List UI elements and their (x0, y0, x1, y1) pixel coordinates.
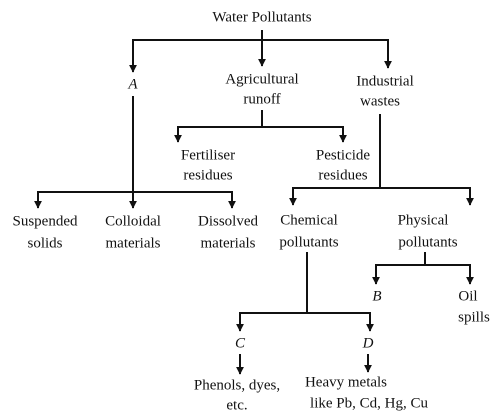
node-label: materials (106, 235, 161, 251)
node-label: solids (27, 235, 62, 251)
node-label: Suspended (13, 213, 78, 229)
node-label: residues (183, 167, 232, 183)
node-label: Industrial (356, 73, 414, 89)
node-label: wastes (360, 93, 400, 109)
node-label: like Pb, Cd, Hg, Cu (310, 395, 428, 411)
node-label: pollutants (398, 234, 457, 250)
node-label: B (372, 288, 381, 304)
root-label: Water Pollutants (212, 9, 311, 25)
node-label: materials (201, 235, 256, 251)
node-label: Fertiliser (181, 147, 235, 163)
connectors (34, 30, 474, 375)
node-label: A (127, 76, 138, 92)
node-label: etc. (226, 397, 247, 413)
node-label: Physical (398, 212, 449, 228)
node-label: pollutants (279, 234, 338, 250)
node-label: runoff (243, 91, 280, 107)
node-label: Oil (458, 288, 477, 304)
node-label: C (235, 335, 246, 351)
node-label: Dissolved (198, 213, 259, 229)
node-label: Colloidal (105, 213, 161, 229)
node-label: D (362, 335, 374, 351)
node-label: Chemical (280, 212, 337, 228)
node-label: Pesticide (316, 147, 370, 163)
node-label: Phenols, dyes, (194, 377, 280, 393)
node-label: spills (458, 309, 490, 325)
node-label: Heavy metals (305, 374, 387, 390)
node-label: residues (318, 167, 367, 183)
node-label: Agricultural (225, 71, 298, 87)
